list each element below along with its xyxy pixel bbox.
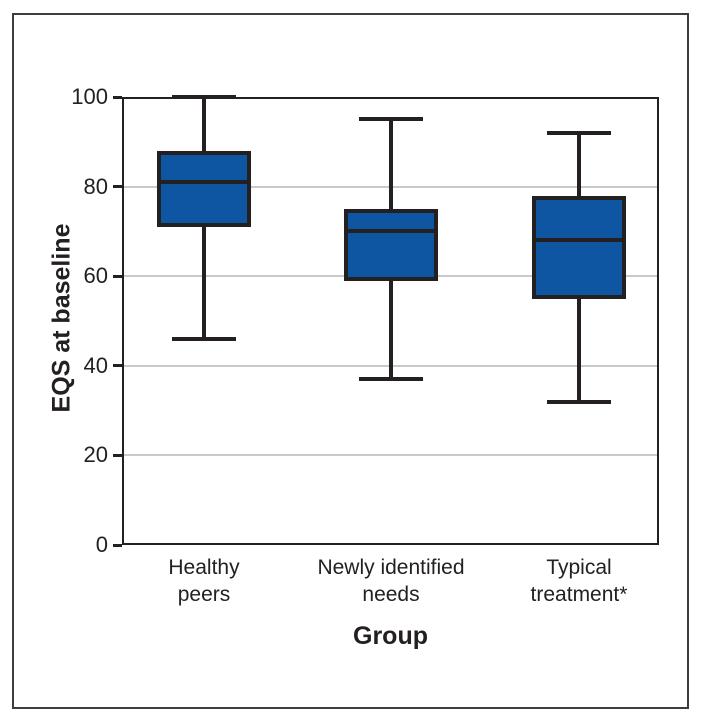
x-category-label-line: Healthy: [168, 556, 240, 579]
box-healthy-peers: [157, 150, 251, 227]
whisker-lower-typical-treatment: [577, 298, 581, 402]
whisker-cap-upper-healthy-peers: [172, 95, 236, 99]
x-category-label-line: Typical: [546, 556, 612, 579]
whisker-cap-upper-typical-treatment: [547, 130, 611, 135]
box-newly-identified-needs: [344, 209, 438, 281]
y-tick-0: [113, 543, 122, 547]
whisker-cap-lower-healthy-peers: [172, 336, 236, 341]
whisker-upper-healthy-peers: [202, 97, 206, 151]
y-tick-40: [113, 364, 122, 368]
y-tick-80: [113, 185, 122, 189]
whisker-cap-upper-newly-identified-needs: [359, 117, 423, 122]
box-typical-treatment: [532, 195, 626, 299]
gridline-20: [122, 454, 659, 457]
whisker-upper-newly-identified-needs: [389, 119, 393, 209]
y-tick-label-0: 0: [95, 532, 108, 557]
whisker-cap-lower-newly-identified-needs: [359, 377, 423, 382]
x-axis-title: Group: [353, 622, 428, 650]
median-newly-identified-needs: [344, 229, 438, 234]
y-tick-20: [113, 453, 122, 457]
whisker-lower-healthy-peers: [202, 226, 206, 339]
y-tick-label-20: 20: [83, 442, 108, 468]
median-healthy-peers: [157, 180, 251, 185]
plot-area: 0 20 40 60 80 100 Healthy peers Newly identified…: [71, 85, 659, 606]
whisker-upper-typical-treatment: [577, 132, 581, 196]
figure-border: [12, 13, 689, 709]
y-tick-label-40: 40: [83, 352, 108, 378]
x-category-label-line: needs: [362, 583, 420, 606]
x-category-label-line: Newly identified: [317, 556, 465, 579]
x-category-label-healthy-peers: Healthy peers: [94, 554, 314, 608]
y-tick-label-80: 80: [83, 173, 108, 199]
x-category-label-line: treatment*: [530, 583, 628, 606]
whisker-lower-newly-identified-needs: [389, 280, 393, 380]
x-category-label-typical-treatment: Typical treatment*: [469, 554, 689, 608]
y-tick-100: [113, 95, 122, 99]
y-tick-label-100: 100: [71, 84, 108, 109]
median-typical-treatment: [532, 238, 626, 243]
whisker-cap-lower-typical-treatment: [547, 399, 611, 404]
y-tick-label-60: 60: [83, 263, 108, 289]
x-category-label-line: peers: [177, 583, 231, 606]
y-axis-title-text: EQS at baseline: [47, 223, 76, 413]
y-tick-60: [113, 274, 122, 278]
x-category-label-newly-identified-needs: Newly identified needs: [281, 554, 501, 608]
